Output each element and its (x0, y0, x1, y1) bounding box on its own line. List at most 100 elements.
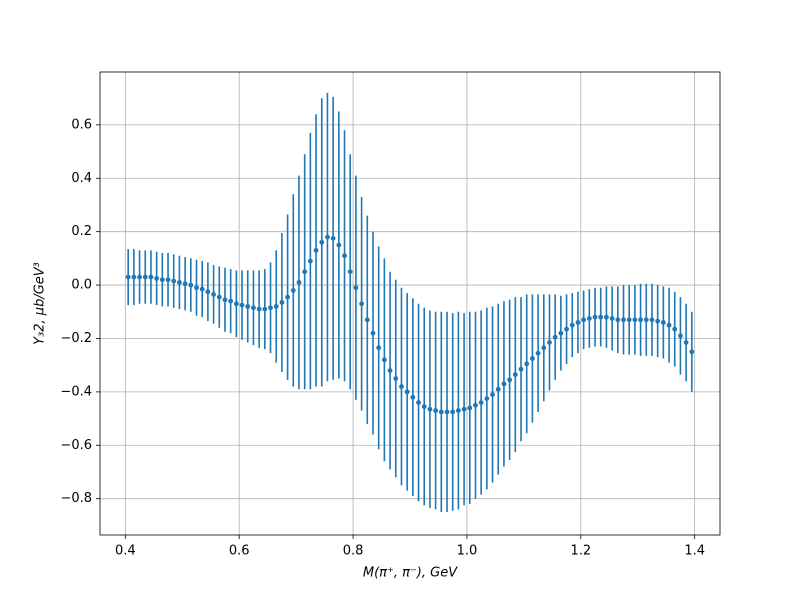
data-point (205, 289, 211, 295)
data-point (564, 326, 569, 332)
data-point (364, 317, 370, 323)
data-point (530, 356, 535, 361)
y-tick-label: 0.6 (71, 117, 92, 132)
data-point (643, 317, 649, 323)
marks (125, 92, 695, 513)
data-point (433, 408, 439, 413)
data-point (222, 297, 228, 303)
data-point (262, 306, 268, 312)
data-point (216, 294, 222, 300)
data-point (347, 269, 353, 275)
data-point (558, 330, 564, 336)
data-point (427, 406, 433, 412)
data-point (575, 320, 581, 325)
data-point (552, 334, 558, 340)
data-point (535, 350, 541, 356)
data-point (524, 361, 530, 367)
data-point (507, 377, 513, 383)
data-point (666, 322, 672, 328)
y-axis-label: Y₃2, μb/GeV³ (33, 262, 48, 345)
data-point (632, 317, 638, 323)
data-point (182, 281, 188, 287)
data-point (621, 317, 626, 323)
data-point (512, 372, 518, 377)
data-point (467, 405, 473, 411)
data-point (569, 322, 575, 328)
data-point (330, 235, 336, 241)
data-point (296, 280, 302, 285)
data-point (194, 285, 199, 291)
data-point (490, 392, 495, 397)
data-point (455, 408, 461, 413)
data-point (626, 317, 632, 323)
data-point (586, 316, 592, 321)
data-point (609, 316, 615, 321)
data-point (604, 314, 609, 320)
data-point (518, 366, 524, 372)
x-tick-label: 1.4 (684, 544, 705, 559)
data-point (615, 317, 621, 323)
data-point (131, 274, 137, 280)
y-tick-label: 0.4 (71, 171, 92, 186)
data-point (473, 402, 478, 408)
y-tick-label: 0.2 (71, 224, 92, 239)
y-tick-label: −0.8 (60, 491, 92, 506)
data-point (125, 274, 131, 280)
data-point (211, 292, 216, 297)
data-point (359, 301, 365, 307)
data-point (404, 389, 410, 395)
data-point (444, 409, 450, 415)
data-point (501, 381, 507, 387)
data-point (376, 345, 382, 351)
x-tick-label: 0.8 (343, 544, 364, 559)
data-point (228, 298, 234, 304)
data-point (592, 314, 598, 320)
data-point (381, 357, 387, 363)
data-point (421, 404, 427, 409)
data-point (484, 396, 490, 401)
y-tick-label: −0.4 (60, 384, 92, 399)
x-tick-label: 1.0 (457, 544, 478, 559)
y-tick-label: 0.0 (71, 278, 92, 293)
data-point (165, 277, 171, 283)
data-point (450, 409, 456, 415)
data-point (290, 288, 296, 293)
x-tick-label: 1.2 (570, 544, 591, 559)
data-point (353, 285, 359, 291)
data-point (581, 317, 587, 323)
data-point (137, 274, 142, 280)
data-point (154, 276, 160, 281)
data-point (268, 305, 273, 311)
data-point (416, 400, 421, 405)
data-point (649, 317, 655, 323)
data-point (655, 318, 661, 324)
data-point (239, 302, 245, 308)
data-point (325, 234, 330, 240)
data-point (683, 340, 689, 345)
y-tick-label: −0.2 (60, 331, 92, 346)
data-point (142, 274, 148, 280)
data-point (148, 274, 154, 280)
axes-frame (99, 71, 721, 536)
data-point (495, 386, 501, 392)
data-point (188, 282, 194, 288)
data-point (678, 333, 683, 339)
data-point (660, 320, 666, 325)
data-point (387, 368, 393, 373)
data-point (336, 242, 342, 248)
y-tick-label: −0.6 (60, 438, 92, 453)
x-tick-label: 0.4 (115, 544, 136, 559)
data-point (438, 409, 444, 415)
data-point (199, 286, 205, 292)
data-point (410, 394, 416, 400)
data-point (273, 304, 279, 309)
data-point (541, 345, 547, 351)
x-axis-label: M(π⁺, π⁻), GeV (363, 566, 458, 581)
data-point (370, 330, 376, 336)
data-point (171, 278, 177, 284)
data-point (313, 247, 319, 253)
data-point (159, 277, 165, 283)
data-point (689, 349, 695, 355)
data-point (279, 300, 285, 305)
